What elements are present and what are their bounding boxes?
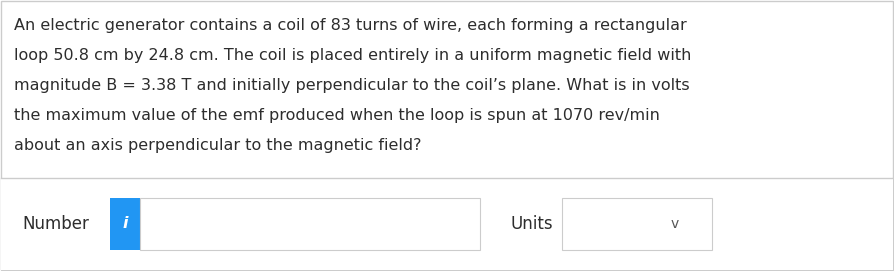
FancyBboxPatch shape — [110, 198, 140, 250]
Text: magnitude B = 3.38 T and initially perpendicular to the coil’s plane. What is in: magnitude B = 3.38 T and initially perpe… — [14, 78, 689, 93]
FancyBboxPatch shape — [140, 198, 480, 250]
Text: about an axis perpendicular to the magnetic field?: about an axis perpendicular to the magne… — [14, 138, 421, 153]
FancyBboxPatch shape — [562, 198, 712, 250]
Text: Units: Units — [510, 215, 552, 233]
Text: Number: Number — [22, 215, 89, 233]
Text: the maximum value of the emf produced when the loop is spun at 1070 rev/min: the maximum value of the emf produced wh… — [14, 108, 660, 123]
Text: An electric generator contains a coil of 83 turns of wire, each forming a rectan: An electric generator contains a coil of… — [14, 18, 687, 33]
Text: v: v — [670, 217, 679, 231]
FancyBboxPatch shape — [1, 178, 893, 270]
Text: loop 50.8 cm by 24.8 cm. The coil is placed entirely in a uniform magnetic field: loop 50.8 cm by 24.8 cm. The coil is pla… — [14, 48, 691, 63]
Text: i: i — [122, 217, 128, 231]
